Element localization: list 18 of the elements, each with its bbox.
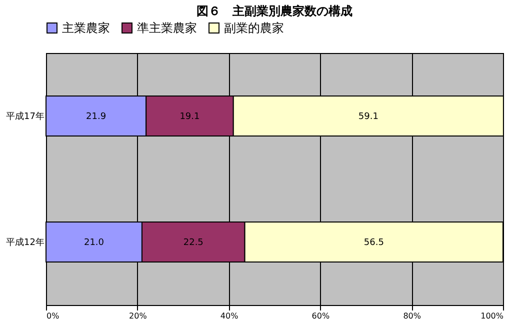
x-tick-label: 60% bbox=[312, 312, 330, 320]
x-tick-label: 80% bbox=[403, 312, 422, 320]
data-label: 22.5 bbox=[183, 238, 204, 248]
legend-label: 主業農家 bbox=[62, 21, 110, 35]
x-tick-label: 0% bbox=[46, 312, 60, 320]
x-tick-label: 100% bbox=[480, 312, 504, 320]
chart-title: 図６ 主副業別農家数の構成 bbox=[196, 4, 352, 18]
data-label: 56.5 bbox=[364, 238, 384, 248]
x-tick-label: 40% bbox=[220, 312, 239, 320]
data-label: 19.1 bbox=[180, 112, 200, 122]
legend-label: 副業的農家 bbox=[224, 21, 284, 35]
y-tick-label: 平成12年 bbox=[6, 237, 44, 248]
legend-label: 準主業農家 bbox=[137, 21, 197, 35]
data-label: 21.9 bbox=[86, 112, 106, 122]
data-label: 21.0 bbox=[84, 238, 104, 248]
x-tick-label: 20% bbox=[129, 312, 148, 320]
data-label: 59.1 bbox=[358, 112, 378, 122]
y-tick-label: 平成17年 bbox=[6, 111, 44, 122]
